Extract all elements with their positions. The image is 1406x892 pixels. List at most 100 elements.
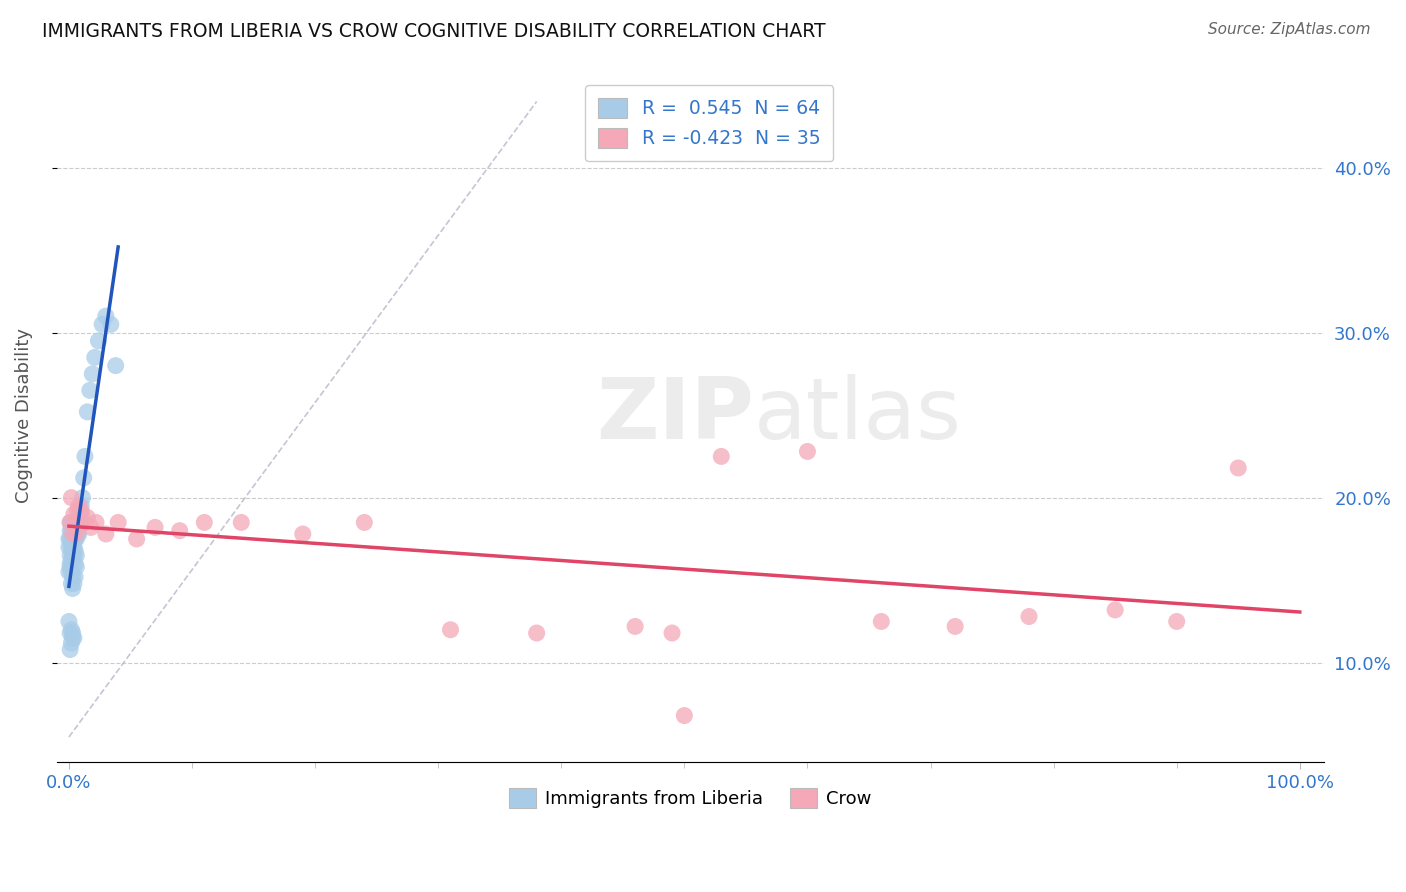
Point	[65, 560, 87, 574]
Point	[870, 615, 893, 629]
Point	[59, 549, 82, 563]
Point	[60, 565, 83, 579]
Point	[94, 309, 117, 323]
Point	[526, 626, 548, 640]
Point	[62, 527, 84, 541]
Point	[62, 549, 84, 563]
Point	[63, 532, 86, 546]
Point	[67, 520, 90, 534]
Point	[1104, 603, 1126, 617]
Point	[104, 359, 127, 373]
Point	[76, 510, 98, 524]
Point	[62, 540, 84, 554]
Y-axis label: Cognitive Disability: Cognitive Disability	[15, 327, 32, 503]
Text: IMMIGRANTS FROM LIBERIA VS CROW COGNITIVE DISABILITY CORRELATION CHART: IMMIGRANTS FROM LIBERIA VS CROW COGNITIV…	[42, 22, 825, 41]
Point	[63, 507, 86, 521]
Point	[72, 491, 94, 505]
Point	[107, 516, 129, 530]
Text: ZIP: ZIP	[596, 374, 754, 457]
Point	[66, 504, 89, 518]
Point	[73, 471, 96, 485]
Point	[59, 560, 82, 574]
Point	[62, 570, 84, 584]
Point	[710, 450, 733, 464]
Point	[291, 527, 314, 541]
Text: Source: ZipAtlas.com: Source: ZipAtlas.com	[1208, 22, 1371, 37]
Point	[65, 549, 87, 563]
Point	[58, 615, 80, 629]
Point	[58, 540, 80, 554]
Point	[94, 527, 117, 541]
Point	[62, 582, 84, 596]
Point	[58, 532, 80, 546]
Point	[80, 520, 103, 534]
Point	[66, 527, 89, 541]
Point	[63, 549, 86, 563]
Point	[796, 444, 818, 458]
Point	[63, 532, 86, 546]
Point	[231, 516, 253, 530]
Point	[70, 499, 93, 513]
Point	[60, 576, 83, 591]
Point	[63, 631, 86, 645]
Point	[67, 527, 90, 541]
Point	[59, 524, 82, 538]
Point	[91, 318, 114, 332]
Point	[60, 524, 83, 538]
Point	[59, 642, 82, 657]
Point	[63, 524, 86, 538]
Point	[62, 524, 84, 538]
Point	[73, 450, 96, 464]
Point	[62, 626, 84, 640]
Point	[125, 532, 148, 546]
Point	[1018, 609, 1040, 624]
Point	[69, 516, 91, 530]
Point	[943, 619, 966, 633]
Point	[66, 516, 89, 530]
Point	[1166, 615, 1188, 629]
Point	[70, 504, 93, 518]
Point	[73, 516, 96, 530]
Point	[60, 540, 83, 554]
Point	[70, 507, 93, 521]
Point	[63, 557, 86, 571]
Point	[82, 367, 104, 381]
Legend: Immigrants from Liberia, Crow: Immigrants from Liberia, Crow	[502, 780, 879, 815]
Point	[87, 334, 110, 348]
Point	[143, 520, 166, 534]
Point	[60, 636, 83, 650]
Point	[100, 318, 122, 332]
Point	[79, 384, 101, 398]
Point	[193, 516, 215, 530]
Point	[60, 516, 83, 530]
Point	[59, 626, 82, 640]
Point	[60, 532, 83, 546]
Point	[439, 623, 461, 637]
Point	[1227, 461, 1250, 475]
Point	[59, 557, 82, 571]
Point	[62, 631, 84, 645]
Point	[63, 576, 86, 591]
Point	[84, 516, 107, 530]
Point	[63, 543, 86, 558]
Point	[58, 565, 80, 579]
Point	[60, 491, 83, 505]
Point	[673, 708, 696, 723]
Point	[353, 516, 375, 530]
Point	[62, 516, 84, 530]
Point	[60, 553, 83, 567]
Point	[63, 524, 86, 538]
Point	[65, 527, 87, 541]
Point	[83, 351, 105, 365]
Point	[76, 405, 98, 419]
Point	[59, 532, 82, 546]
Point	[65, 532, 87, 546]
Point	[59, 516, 82, 530]
Point	[59, 516, 82, 530]
Point	[65, 524, 87, 538]
Point	[67, 499, 90, 513]
Point	[169, 524, 191, 538]
Point	[63, 540, 86, 554]
Text: atlas: atlas	[754, 374, 962, 457]
Point	[60, 623, 83, 637]
